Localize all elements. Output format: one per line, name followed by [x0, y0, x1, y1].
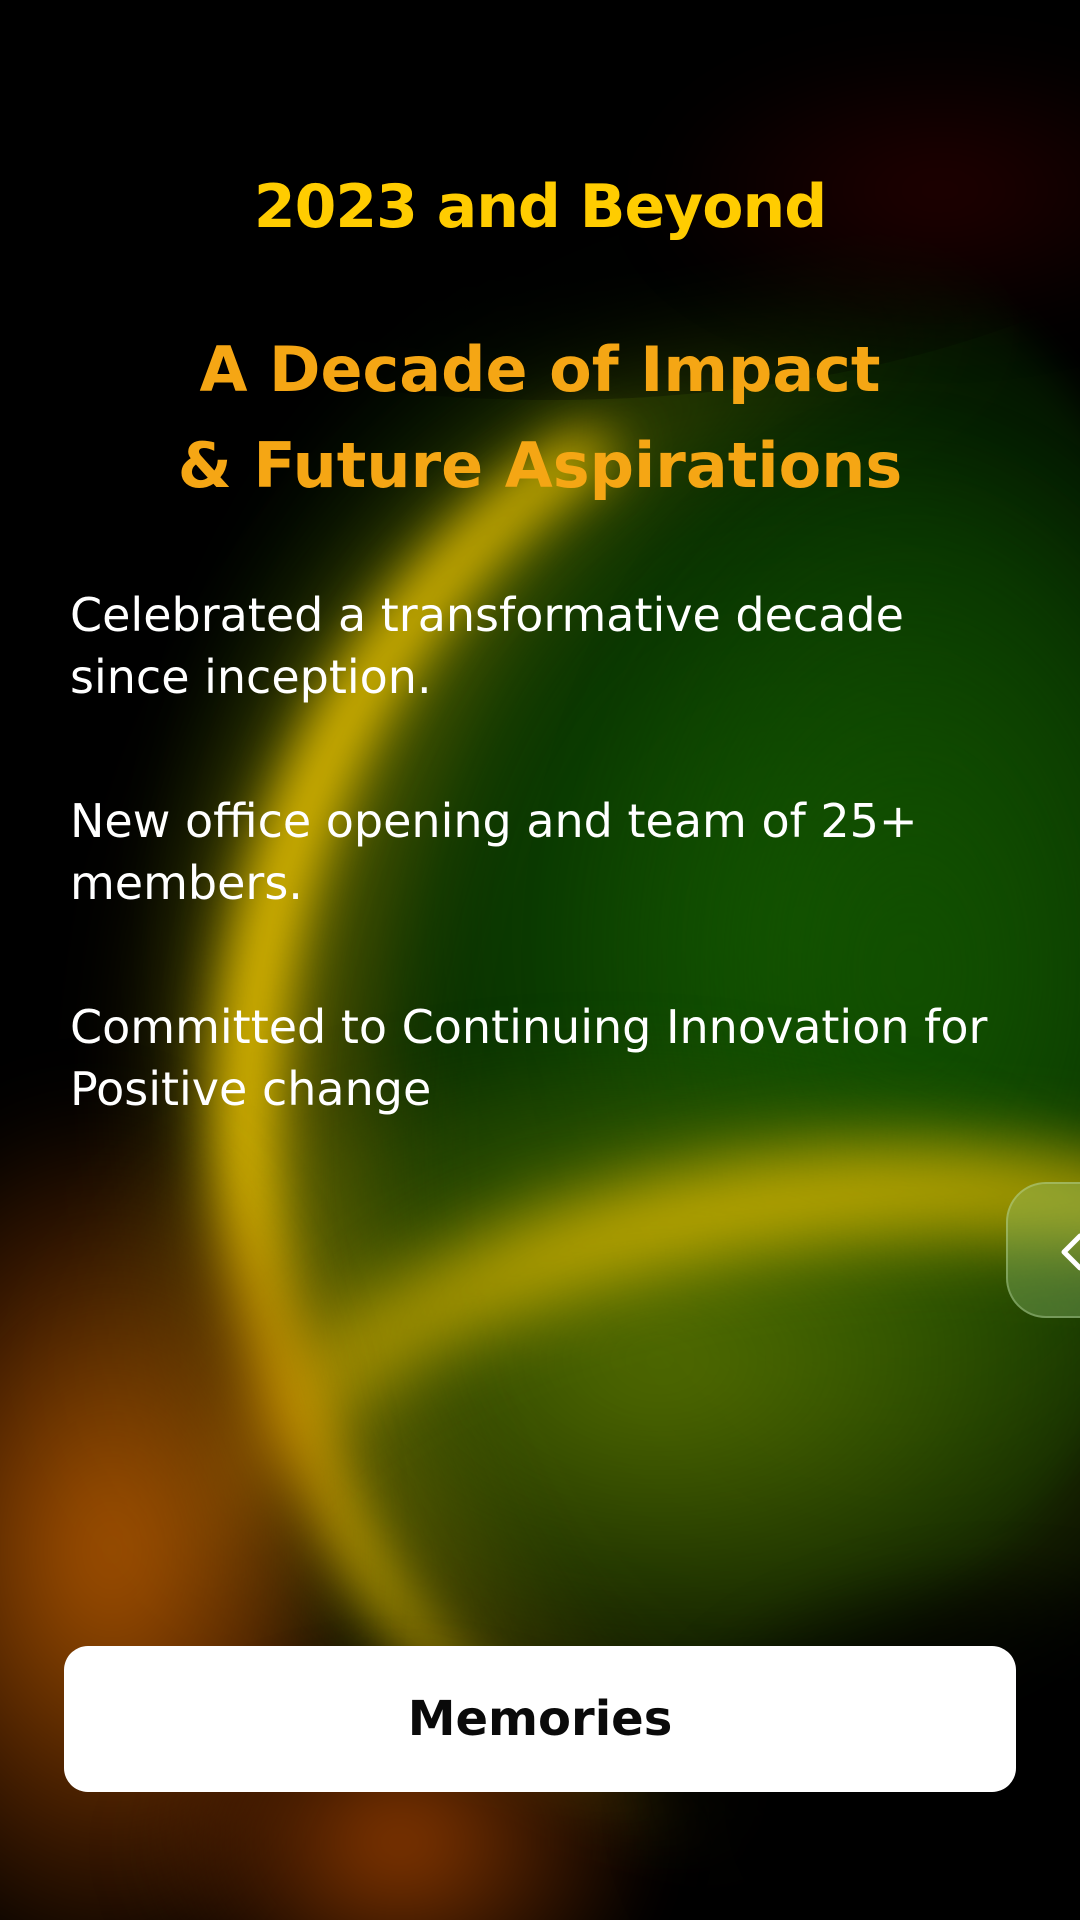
subtitle-line-1: A Decade of Impact: [0, 322, 1080, 418]
highlights-list: Celebrated a transformative decade since…: [70, 584, 1030, 1202]
highlight-item: Committed to Continuing Innovation for P…: [70, 996, 1030, 1120]
subtitle-line-2: & Future Aspirations: [0, 418, 1080, 514]
highlight-item: Celebrated a transformative decade since…: [70, 584, 1030, 708]
subtitle: A Decade of Impact & Future Aspirations: [0, 322, 1080, 514]
side-panel-tab[interactable]: [1006, 1182, 1080, 1318]
chevron-left-icon: [1054, 1232, 1080, 1272]
year-title: 2023 and Beyond: [0, 168, 1080, 246]
memories-button[interactable]: Memories: [64, 1646, 1016, 1792]
highlight-item: New office opening and team of 25+ membe…: [70, 790, 1030, 914]
